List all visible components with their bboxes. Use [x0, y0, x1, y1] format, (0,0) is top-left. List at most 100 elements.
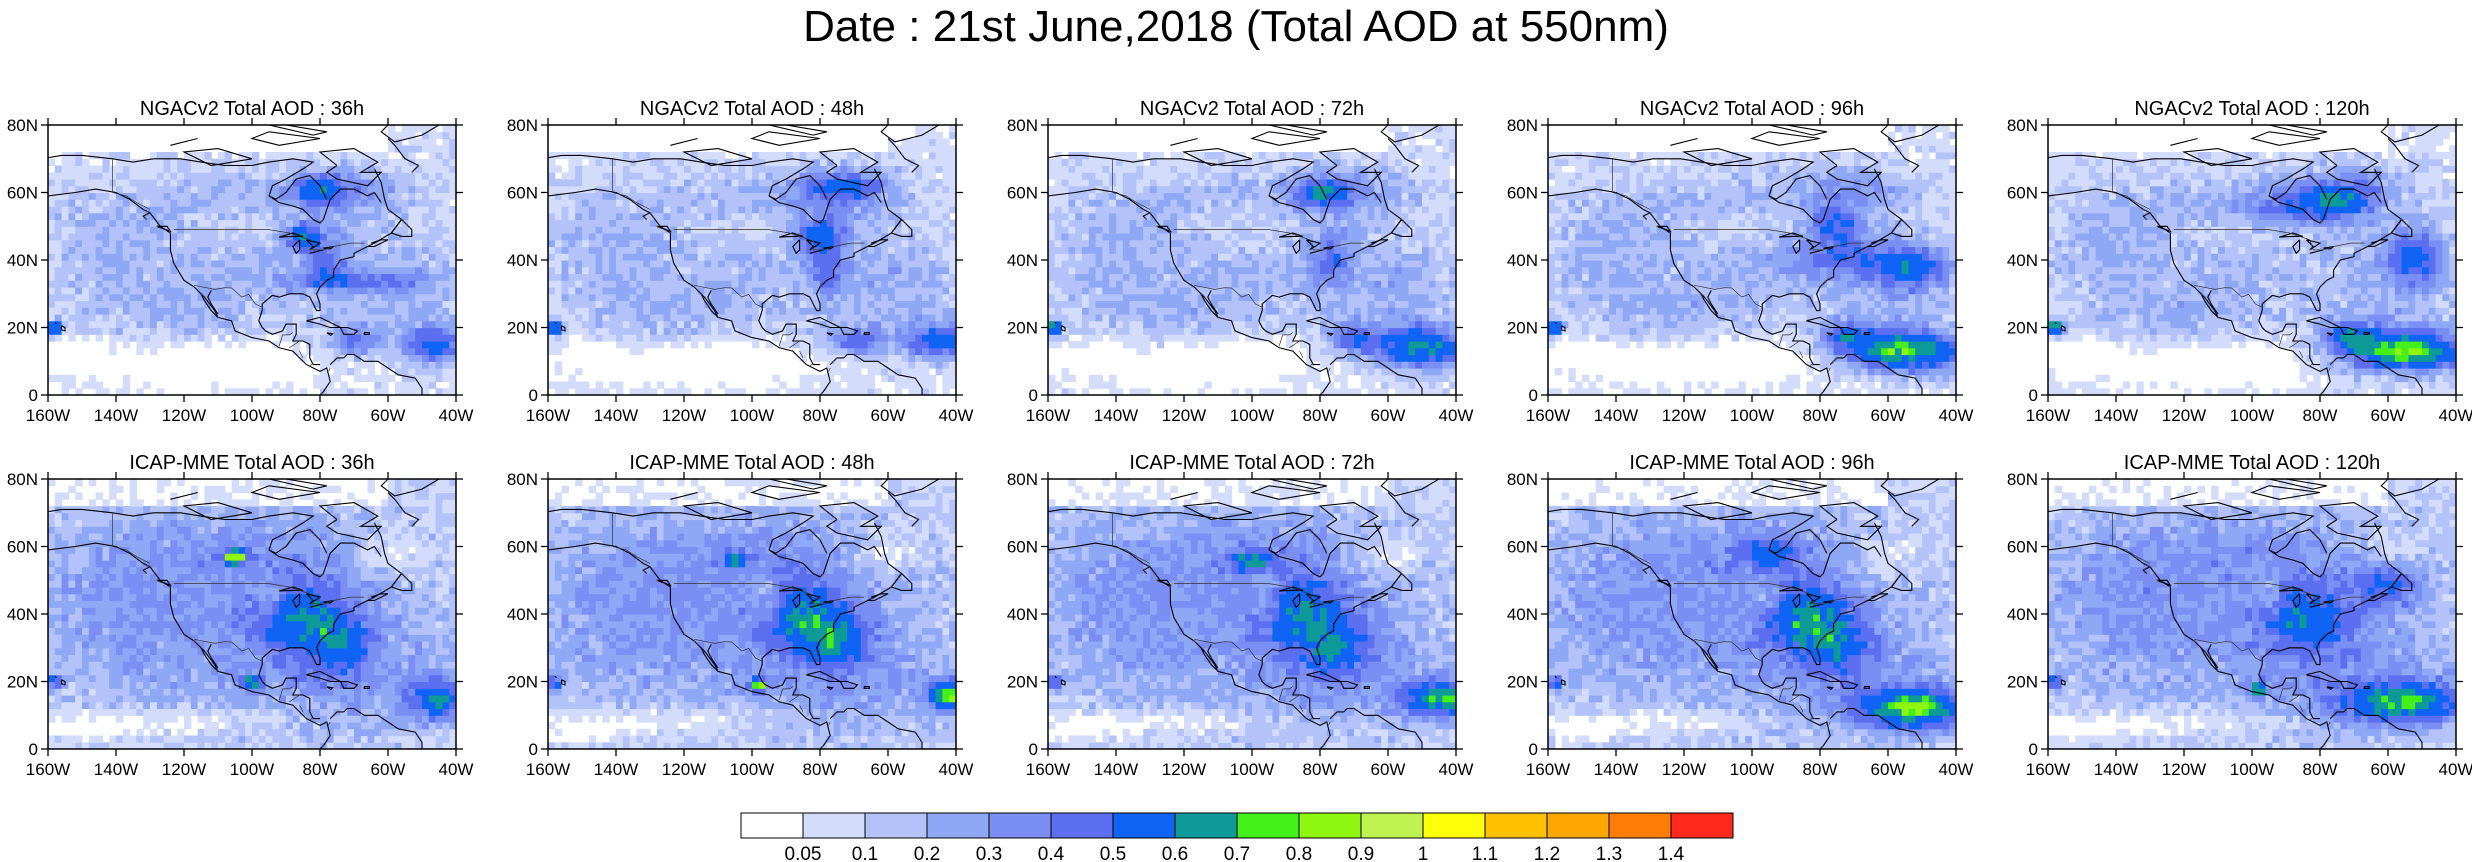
lon-tick-label: 60W	[1871, 406, 1906, 425]
country-border	[1309, 362, 1314, 367]
coastline	[1048, 508, 1315, 551]
coastline	[2142, 212, 2151, 220]
coastline	[1200, 647, 1219, 672]
country-border	[799, 704, 804, 713]
lon-tick-label: 120W	[1662, 760, 1706, 779]
coastline	[326, 332, 334, 336]
lon-tick-label: 80W	[1303, 406, 1338, 425]
coastline	[2061, 679, 2066, 686]
coastline	[2258, 522, 2403, 720]
coastline	[2279, 232, 2304, 238]
lon-tick-label: 120W	[162, 406, 206, 425]
coastline	[1170, 491, 1198, 500]
lon-tick-label: 80W	[303, 406, 338, 425]
lon-tick-label: 40W	[2439, 406, 2472, 425]
lon-tick-label: 140W	[594, 406, 638, 425]
coastline	[1887, 138, 1920, 173]
lon-tick-label: 60W	[1371, 760, 1406, 779]
coastline	[1387, 138, 1420, 173]
coastline	[561, 325, 566, 332]
coastline	[2048, 542, 2331, 749]
borders	[1612, 512, 1865, 726]
coastlines	[548, 125, 941, 395]
country-border	[1309, 716, 1314, 721]
coastline	[2207, 290, 2219, 315]
coastline	[839, 326, 859, 335]
aod-field	[2048, 125, 2456, 395]
borders	[112, 512, 365, 726]
coastline	[887, 138, 920, 173]
coastline	[700, 647, 719, 672]
coastline	[642, 566, 651, 574]
country-border	[809, 716, 814, 721]
country-border	[173, 229, 365, 251]
lon-tick-label: 140W	[94, 760, 138, 779]
coastline	[1839, 680, 1859, 689]
coastline	[1258, 522, 1403, 720]
borders	[612, 512, 865, 726]
coastline	[2170, 137, 2198, 146]
coastline	[1279, 586, 1304, 592]
coastline	[2367, 239, 2389, 248]
coastline	[1142, 566, 1151, 574]
lon-tick-label: 160W	[526, 760, 570, 779]
coastline	[318, 148, 383, 187]
lon-tick-label: 140W	[1594, 406, 1638, 425]
lon-tick-label: 80W	[2303, 760, 2338, 779]
country-border	[328, 367, 331, 372]
coastline	[1182, 502, 1253, 521]
coastline	[1339, 680, 1359, 689]
lat-tick-label: 80N	[1007, 470, 1038, 489]
borders	[612, 158, 865, 372]
coastline	[656, 579, 672, 587]
lon-tick-label: 120W	[1162, 406, 1206, 425]
lat-tick-label: 80N	[1507, 116, 1538, 135]
country-border	[1789, 340, 1800, 349]
coastline	[1554, 321, 1557, 324]
lat-tick-label: 60N	[507, 538, 538, 557]
lat-tick-label: 60N	[7, 184, 38, 203]
coastline	[339, 680, 359, 689]
coastline	[1268, 125, 1327, 136]
coastline	[142, 566, 151, 574]
country-border	[278, 332, 293, 347]
coastline	[1048, 154, 1315, 197]
coastline	[387, 492, 420, 527]
lat-tick-label: 80N	[507, 470, 538, 489]
lon-tick-label: 140W	[1094, 760, 1138, 779]
country-border	[1799, 350, 1804, 359]
coastline	[1548, 188, 1831, 395]
lon-tick-label: 160W	[2026, 760, 2070, 779]
country-border	[789, 340, 800, 349]
coastline	[1843, 707, 1923, 749]
coastline	[268, 174, 382, 224]
lat-tick-label: 0	[1529, 386, 1538, 405]
lat-tick-label: 60N	[1507, 184, 1538, 203]
coastline	[2156, 225, 2172, 233]
lat-tick-label: 60N	[1007, 184, 1038, 203]
coastline	[1829, 711, 1844, 719]
country-border	[194, 284, 263, 308]
coastline	[1318, 502, 1383, 541]
lat-tick-label: 40N	[2007, 605, 2038, 624]
coastline	[2048, 188, 2331, 395]
coastline	[843, 353, 923, 395]
coastline	[339, 326, 359, 335]
coastline	[2380, 125, 2441, 143]
country-border	[828, 367, 831, 372]
coastline	[1768, 125, 1827, 136]
coastline	[561, 679, 566, 686]
country-border	[694, 638, 763, 662]
coastline	[250, 485, 321, 500]
lat-tick-label: 0	[1029, 740, 1038, 759]
country-border	[673, 583, 865, 605]
coastline	[1768, 174, 1882, 224]
lon-tick-label: 120W	[2162, 406, 2206, 425]
coastline	[2054, 675, 2057, 678]
lon-tick-label: 160W	[2026, 406, 2070, 425]
coastline	[1363, 686, 1370, 689]
coastline	[548, 542, 831, 749]
lon-tick-label: 120W	[662, 760, 706, 779]
coastline	[1843, 353, 1923, 395]
coastline	[1642, 566, 1651, 574]
